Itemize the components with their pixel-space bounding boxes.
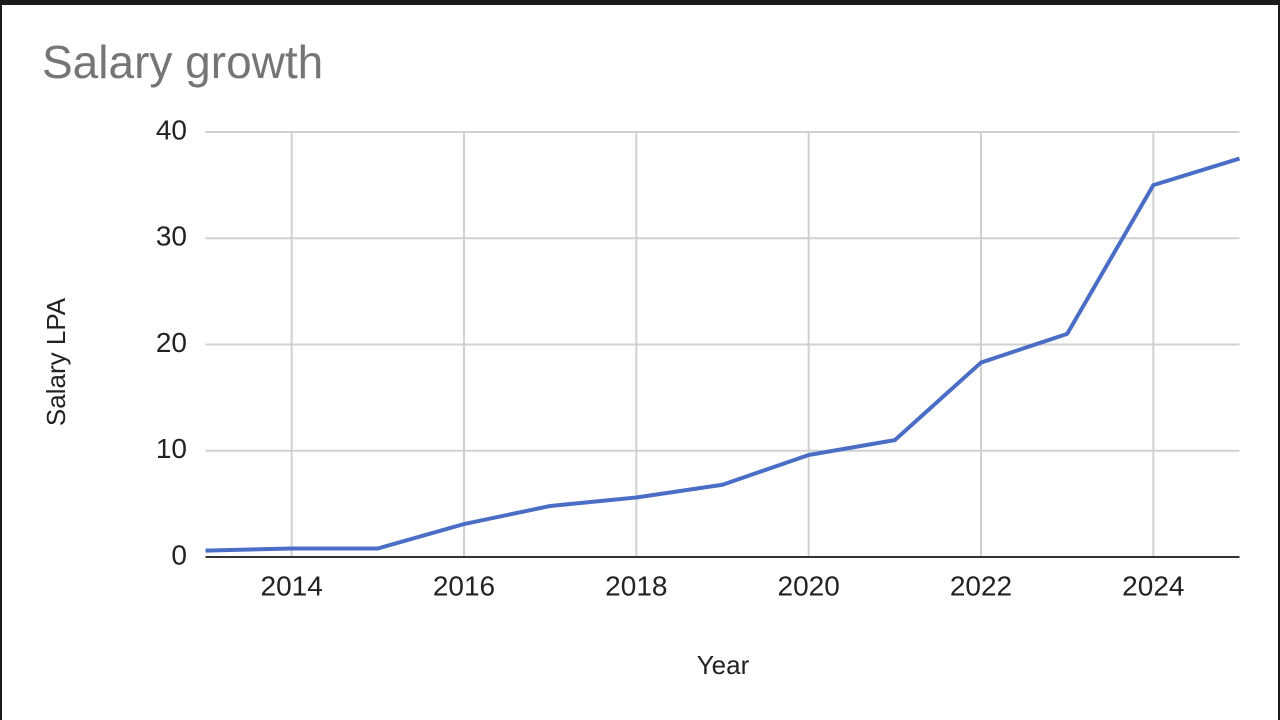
y-tick-label: 30 (156, 221, 187, 252)
x-tick-label: 2020 (778, 570, 840, 601)
x-tick-label: 2024 (1122, 570, 1184, 601)
x-tick-label: 2014 (261, 570, 323, 601)
data-line (205, 156, 1241, 553)
y-axis-label: Salary LPA (41, 297, 71, 426)
x-tick-label: 2016 (433, 570, 495, 601)
top-frame (0, 0, 1280, 5)
right-frame (1278, 0, 1280, 720)
plot (205, 156, 1241, 553)
grid (205, 131, 1240, 558)
y-tick-label: 0 (171, 539, 187, 570)
y-tick-label: 40 (156, 114, 187, 145)
chart-title: Salary growth (42, 36, 323, 88)
left-frame (0, 0, 2, 720)
y-tick-label: 20 (156, 327, 187, 358)
y-tick-label: 10 (156, 433, 187, 464)
x-tick-label: 2022 (950, 570, 1012, 601)
x-tick-label: 2018 (605, 570, 667, 601)
x-axis-label: Year (697, 650, 750, 680)
